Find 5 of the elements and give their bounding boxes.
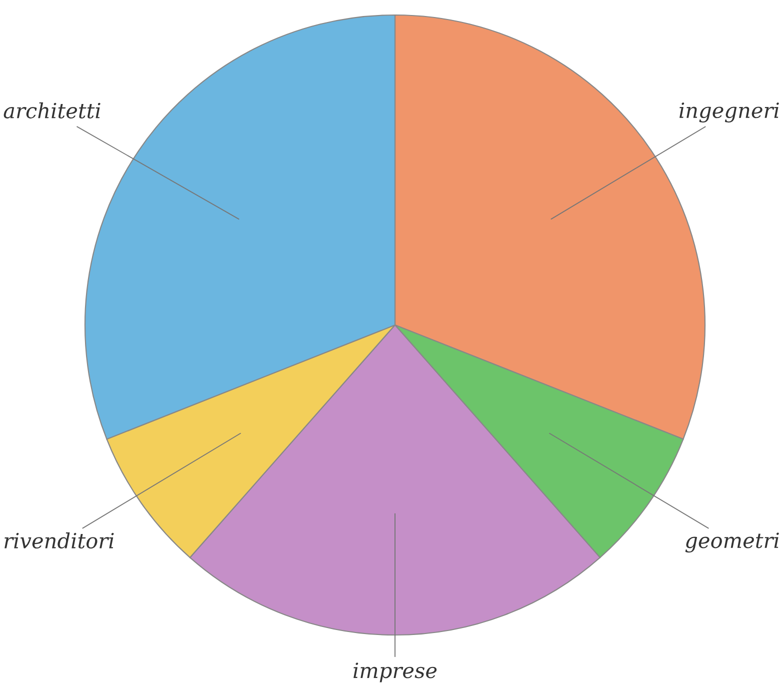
slice-label: geometri <box>685 532 779 553</box>
slice-label: ingegneri <box>680 102 779 122</box>
slice-label: rivenditori <box>4 532 114 549</box>
slice-label: imprese <box>354 662 437 682</box>
slice-label: architetti <box>4 102 100 118</box>
